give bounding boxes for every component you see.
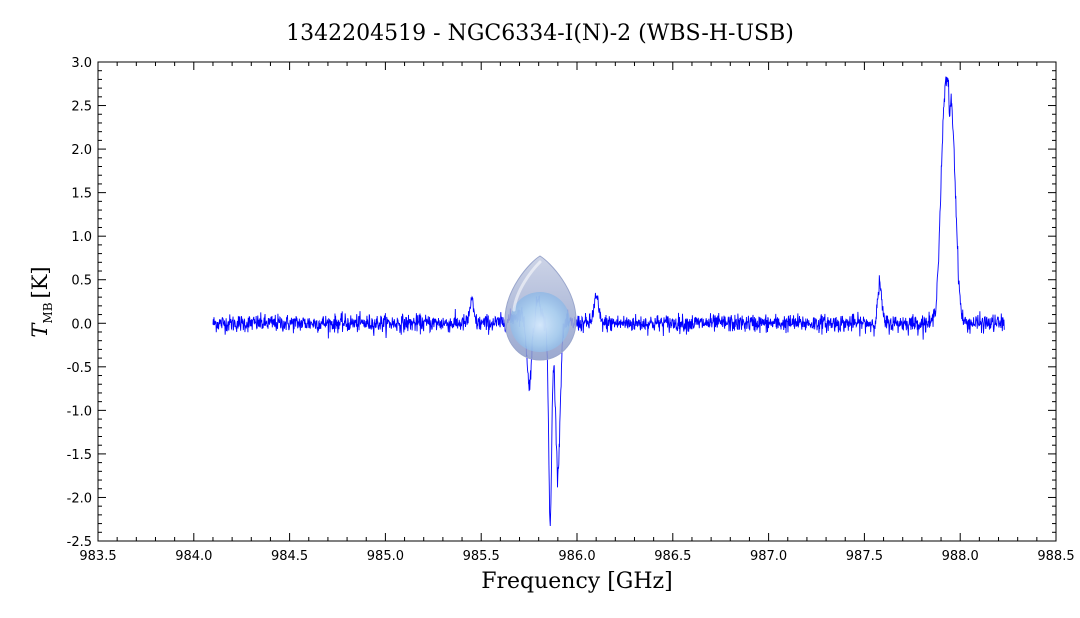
y-axis-label-main: T — [28, 322, 52, 338]
y-tick-label: 0.5 — [71, 274, 92, 289]
y-tick-label: -1.5 — [67, 448, 92, 463]
x-tick-label: 987.5 — [846, 549, 883, 564]
y-tick-label: 0.0 — [71, 317, 92, 332]
x-tick-label: 985.0 — [367, 549, 404, 564]
x-tick-label: 986.5 — [654, 549, 691, 564]
svg-text:TMB[K]: TMB [K] — [28, 266, 55, 337]
plot-frame — [97, 61, 1057, 542]
y-axis-label-unit: [K] — [28, 266, 52, 298]
y-tick-label: 2.5 — [71, 100, 92, 115]
y-tick-label: 1.0 — [71, 230, 92, 245]
x-tick-label: 988.5 — [1037, 549, 1074, 564]
x-tick-label: 987.0 — [750, 549, 787, 564]
y-tick-label: -0.5 — [67, 361, 92, 376]
x-tick-label: 986.0 — [558, 549, 595, 564]
x-tick-label: 988.0 — [942, 549, 979, 564]
x-tick-label: 983.5 — [79, 549, 116, 564]
y-tick-label: -2.5 — [67, 535, 92, 550]
x-tick-label: 985.5 — [463, 549, 500, 564]
axis-ticks — [97, 61, 1057, 542]
y-tick-label: 2.0 — [71, 143, 92, 158]
spectrum-series-line — [212, 76, 1005, 526]
x-tick-label: 984.0 — [175, 549, 212, 564]
y-axis-label-sub: MB — [41, 302, 55, 323]
y-tick-label: -2.0 — [67, 491, 92, 506]
x-tick-label: 984.5 — [271, 549, 308, 564]
chart-title: 1342204519 - NGC6334-I(N)-2 (WBS-H-USB) — [286, 21, 794, 46]
teardrop-marker-icon[interactable] — [504, 255, 577, 361]
y-tick-label: -1.0 — [67, 404, 92, 419]
axis-tick-labels: 983.5 984.0 984.5 985.0 985.5 986.0 986.5 987.0… — [67, 56, 1075, 564]
y-tick-label: 3.0 — [71, 56, 92, 71]
x-axis-label: Frequency [GHz] — [481, 569, 673, 594]
y-axis-label: TMB [K] — [28, 266, 55, 337]
y-tick-label: 1.5 — [71, 187, 92, 202]
